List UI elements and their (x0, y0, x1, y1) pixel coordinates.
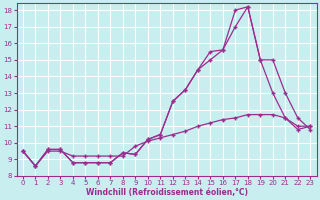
X-axis label: Windchill (Refroidissement éolien,°C): Windchill (Refroidissement éolien,°C) (85, 188, 248, 197)
